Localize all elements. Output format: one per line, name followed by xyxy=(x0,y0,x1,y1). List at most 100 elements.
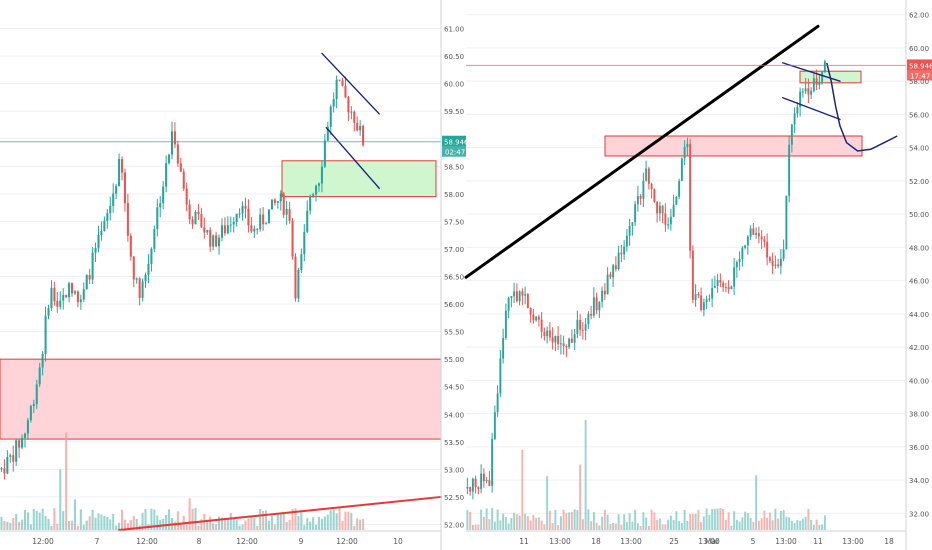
volume-bar xyxy=(579,464,582,530)
candle-body xyxy=(18,440,21,448)
volume-bar xyxy=(810,519,813,530)
volume-bar xyxy=(570,512,573,530)
y-tick-label: 34.00 xyxy=(909,477,929,485)
candle-body xyxy=(488,480,491,486)
candle-body xyxy=(56,301,59,307)
red-zone[interactable] xyxy=(604,135,863,157)
trendline[interactable] xyxy=(325,127,380,190)
candle-body xyxy=(664,213,667,225)
candle-body xyxy=(26,420,29,434)
candle-body xyxy=(543,331,546,337)
volume-bar xyxy=(250,515,253,530)
volume-bar xyxy=(44,516,47,530)
candle-body xyxy=(480,473,483,490)
candle-body xyxy=(658,205,661,214)
candle-body xyxy=(194,211,197,225)
candle-body xyxy=(551,337,554,343)
volume-bar xyxy=(601,516,604,530)
trendline[interactable] xyxy=(782,97,841,121)
candle-body xyxy=(23,433,27,438)
candle-body xyxy=(73,291,76,294)
candle-body xyxy=(804,88,807,92)
candle-body xyxy=(200,214,203,228)
last-price-value: 58.946 xyxy=(909,62,932,70)
candle-body xyxy=(218,237,221,247)
red-zone[interactable] xyxy=(0,358,442,440)
trendline[interactable] xyxy=(321,52,380,115)
volume-bar xyxy=(71,520,74,530)
candle-body xyxy=(141,281,144,298)
volume-bar xyxy=(639,525,642,530)
volume-bar xyxy=(126,523,129,530)
volume-bar xyxy=(768,512,771,530)
volume-bar xyxy=(323,516,326,530)
volume-bar xyxy=(471,524,474,530)
candle-body xyxy=(332,99,335,107)
candle-body xyxy=(700,295,703,311)
volume-bar xyxy=(672,519,675,530)
volume-bar xyxy=(135,518,138,530)
volume-bar xyxy=(79,509,82,530)
volume-bar xyxy=(686,520,689,530)
candle-body xyxy=(350,111,353,113)
candle-body xyxy=(675,196,678,205)
volume-bar xyxy=(719,508,722,530)
volume-bar xyxy=(667,519,670,530)
x-axis: 12:00 7 12:00 8 12:00 9 12:00 10 xyxy=(0,530,441,546)
candle-body xyxy=(496,393,499,413)
y-tick-label: 52.00 xyxy=(909,178,929,186)
volume-bar xyxy=(700,522,703,530)
volume-bar xyxy=(50,525,53,530)
volume-bar xyxy=(41,508,44,530)
candle-body xyxy=(50,287,53,309)
candle-body xyxy=(694,294,697,300)
trendline[interactable] xyxy=(118,495,442,531)
candle-body xyxy=(300,254,303,270)
candle-body xyxy=(115,186,118,194)
volume-bar xyxy=(209,516,212,530)
candle-body xyxy=(144,274,147,282)
x-tick-label: 12:00 xyxy=(136,537,158,546)
volume-bar xyxy=(713,508,716,530)
volume-bar xyxy=(3,520,6,530)
volume-bar xyxy=(123,519,126,530)
candle-body xyxy=(238,213,241,215)
volume-bar xyxy=(647,525,650,530)
volume-bar xyxy=(568,512,571,530)
volume-bar xyxy=(669,515,672,530)
volume-bar xyxy=(645,517,648,530)
projection-curve[interactable] xyxy=(826,62,898,152)
y-tick-label: 53.50 xyxy=(444,439,464,447)
green-target-zone[interactable] xyxy=(281,160,437,198)
volume-bar xyxy=(581,519,584,530)
volume-bar xyxy=(664,524,667,530)
y-tick-label: 58.00 xyxy=(444,191,464,199)
volume-bar xyxy=(200,519,203,530)
candle-body xyxy=(595,297,598,311)
volume-bar xyxy=(206,520,209,530)
candle-body xyxy=(147,263,150,275)
candle-body xyxy=(628,225,631,236)
candle-body xyxy=(477,487,480,490)
candle-body xyxy=(38,367,41,385)
last-price-value: 58.946 xyxy=(444,139,469,147)
x-tick-label: 18 xyxy=(884,537,894,546)
volume-bar xyxy=(507,523,510,530)
y-tick-label: 54.00 xyxy=(909,145,929,153)
volume-bar xyxy=(144,508,147,530)
volume-bar xyxy=(653,512,656,530)
y-tick-label: 46.00 xyxy=(909,278,929,286)
last-price-badge xyxy=(907,59,932,71)
volume-bar xyxy=(15,513,18,530)
grid xyxy=(466,14,906,514)
volume-bar xyxy=(708,514,711,530)
right-chart-panel[interactable]: 32.00 34.00 36.00 38.00 40.00 42.00 44.00 46.00… xyxy=(464,0,932,550)
candle-body xyxy=(44,315,47,354)
volume-bar xyxy=(738,521,741,530)
left-chart-panel[interactable]: 52.00 52.50 53.00 53.50 54.00 54.50 55.00 55.50… xyxy=(0,0,469,550)
trendline[interactable] xyxy=(464,24,820,279)
volume-bar xyxy=(9,522,12,530)
candle-body xyxy=(317,183,321,186)
candle-body xyxy=(799,91,802,107)
volume-bar xyxy=(226,518,229,530)
